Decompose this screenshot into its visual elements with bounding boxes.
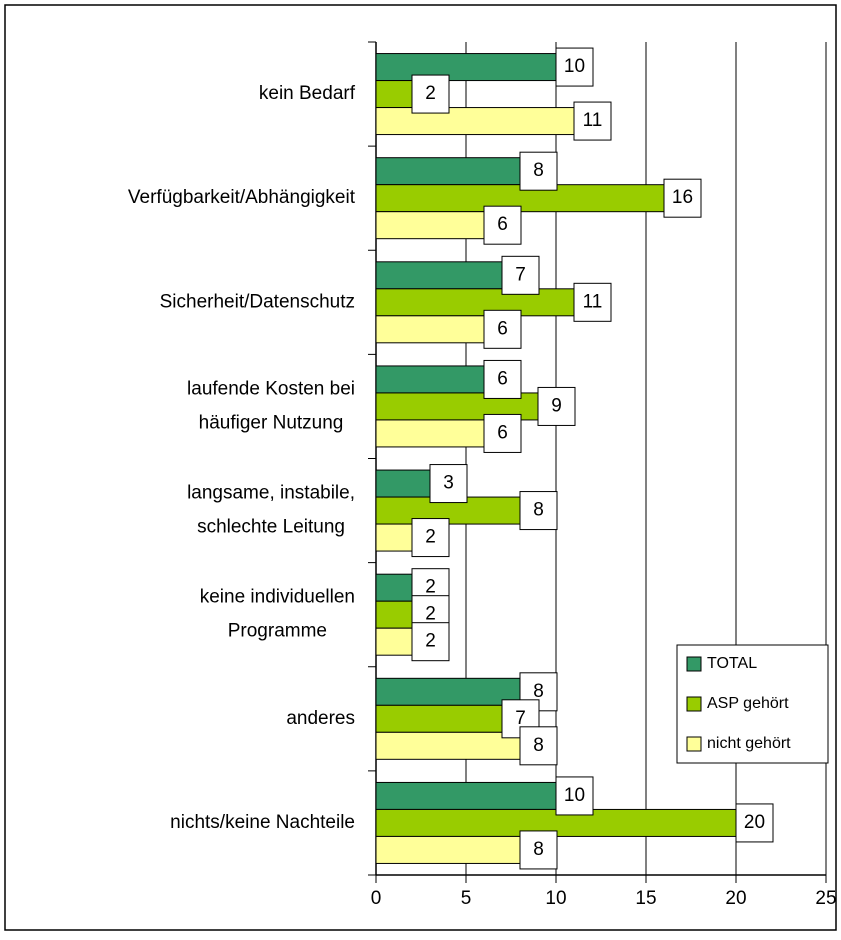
label-line: schlechte Leitung	[197, 517, 345, 538]
label-line: keine individuellen	[200, 587, 355, 608]
value-label: 2	[425, 577, 436, 598]
label-line: kein Bedarf	[259, 83, 356, 104]
x-tick-label: 10	[545, 888, 566, 909]
value-label-box	[411, 74, 450, 114]
bar	[375, 704, 503, 733]
bar	[375, 315, 485, 344]
y-tick-label: Sicherheit/Datenschutz	[160, 291, 355, 312]
x-tick-label: 25	[815, 888, 836, 909]
bar	[375, 288, 575, 317]
bar	[375, 419, 485, 448]
value-label: 16	[672, 187, 693, 208]
bar	[375, 627, 413, 656]
bar	[375, 835, 521, 864]
value-label-box	[501, 255, 540, 295]
bar	[375, 211, 485, 240]
value-label: 10	[564, 56, 585, 77]
y-tick-label: Verfügbarkeit/Abhängigkeit	[128, 187, 356, 208]
value-label-box	[483, 309, 522, 349]
y-tick-label: anderes	[286, 708, 355, 729]
legend-label: nicht gehört	[707, 735, 791, 752]
bar	[375, 600, 413, 629]
label-line: anderes	[286, 708, 355, 729]
bar	[375, 469, 431, 498]
value-label: 8	[533, 735, 544, 756]
bar	[375, 261, 503, 290]
value-label-box	[519, 726, 558, 766]
label-line: häufiger Nutzung	[199, 412, 344, 433]
value-label-box	[537, 386, 576, 426]
value-label: 8	[533, 160, 544, 181]
value-label: 11	[583, 110, 603, 131]
x-tick-label: 20	[725, 888, 746, 909]
value-label: 6	[497, 368, 508, 389]
label-line: Programme	[228, 621, 327, 642]
value-label-box	[735, 803, 774, 843]
value-label: 6	[497, 422, 508, 443]
value-label: 9	[551, 395, 562, 416]
value-label: 7	[515, 264, 526, 285]
value-label-box	[663, 178, 702, 218]
value-label: 8	[533, 681, 544, 702]
value-label: 8	[533, 500, 544, 521]
value-label-box	[429, 464, 468, 504]
bar	[375, 107, 575, 136]
y-tick-label: kein Bedarf	[259, 83, 356, 104]
legend-swatch	[686, 736, 702, 752]
label-line: nichts/keine Nachteile	[170, 812, 355, 833]
value-label-box	[519, 830, 558, 870]
value-label: 10	[564, 785, 585, 806]
bar	[375, 157, 521, 186]
legend-swatch	[686, 696, 702, 712]
label-line: laufende Kosten bei	[187, 378, 355, 399]
value-label: 6	[497, 318, 508, 339]
bar	[375, 53, 557, 82]
label-line: Verfügbarkeit/Abhängigkeit	[128, 187, 356, 208]
value-label: 3	[443, 473, 454, 494]
x-tick-label: 5	[461, 888, 472, 909]
value-label: 7	[515, 708, 526, 729]
value-label-box	[483, 359, 522, 399]
label-line: langsame, instabile,	[187, 483, 355, 504]
value-label-box	[573, 101, 612, 141]
value-label: 8	[533, 839, 544, 860]
legend-swatch	[686, 656, 702, 672]
value-label-box	[555, 776, 594, 816]
value-label: 20	[744, 812, 765, 833]
value-label-box	[555, 47, 594, 87]
value-label: 2	[425, 527, 436, 548]
bar	[375, 80, 413, 109]
value-label: 11	[583, 291, 603, 312]
x-tick-label: 0	[371, 888, 382, 909]
bar	[375, 731, 521, 760]
bar	[375, 677, 521, 706]
value-label: 6	[497, 214, 508, 235]
value-label-box	[483, 205, 522, 245]
y-tick-label: keine individuellen Programme	[200, 587, 355, 642]
bar	[375, 523, 413, 552]
x-tick-label: 15	[635, 888, 656, 909]
bar	[375, 365, 485, 394]
legend	[676, 644, 829, 764]
value-label: 2	[425, 604, 436, 625]
value-label-box	[519, 151, 558, 191]
value-label-box	[411, 622, 450, 662]
legend-label: ASP gehört	[707, 695, 789, 712]
value-label-box	[411, 518, 450, 558]
value-label-box	[519, 491, 558, 531]
value-label: 2	[425, 631, 436, 652]
bar	[375, 573, 413, 602]
legend-label: TOTAL	[707, 655, 757, 672]
value-label-box	[573, 282, 612, 322]
value-label-box	[483, 413, 522, 453]
y-tick-label: langsame, instabile, schlechte Leitung	[187, 483, 355, 538]
value-label: 2	[425, 83, 436, 104]
y-tick-label: laufende Kosten bei häufiger Nutzung	[187, 378, 355, 433]
label-line: Sicherheit/Datenschutz	[160, 291, 355, 312]
bar	[375, 781, 557, 810]
y-tick-label: nichts/keine Nachteile	[170, 812, 355, 833]
